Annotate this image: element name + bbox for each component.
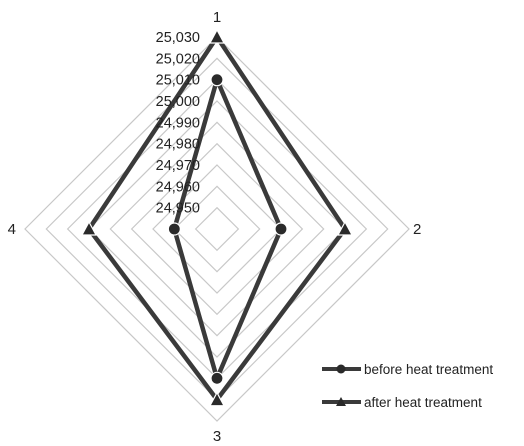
- category-label: 1: [213, 9, 221, 26]
- radial-tick-labels: 24,950 24,960 24,970 24,980 24,990 25,000 25,0…: [156, 30, 200, 217]
- radial-tick-label: 25,000: [156, 94, 200, 110]
- radial-tick-label: 25,010: [156, 73, 200, 89]
- radial-tick-label: 25,030: [156, 30, 200, 46]
- legend: before heat treatment after heat treatmen…: [322, 362, 493, 410]
- grid-ring: [173, 185, 261, 273]
- radial-tick-label: 25,020: [156, 51, 200, 67]
- grid-ring: [130, 142, 304, 316]
- category-label: 2: [413, 221, 421, 238]
- grid-ring: [24, 36, 410, 422]
- radial-tick-label: 24,970: [156, 158, 200, 174]
- category-label: 4: [8, 221, 16, 238]
- grid-ring: [88, 100, 346, 358]
- grid-ring: [45, 57, 389, 401]
- data-point-before: [167, 222, 181, 236]
- legend-marker-triangle: [336, 397, 346, 406]
- legend-label: before heat treatment: [364, 362, 493, 377]
- grid-ring: [194, 206, 240, 252]
- data-point-before: [210, 371, 224, 385]
- grid-ring: [66, 78, 368, 380]
- radial-tick-label: 24,980: [156, 137, 200, 153]
- radial-tick-label: 24,960: [156, 179, 200, 195]
- data-point-after: [208, 28, 226, 44]
- radar-grid: [24, 36, 410, 422]
- category-label: 3: [213, 428, 221, 445]
- data-point-before: [210, 73, 224, 87]
- data-point-before: [274, 222, 288, 236]
- radar-series: [80, 28, 354, 407]
- series-line-2: [86, 32, 348, 404]
- radial-tick-label: 24,950: [156, 201, 200, 217]
- data-point-after: [336, 220, 354, 236]
- grid-ring: [152, 164, 282, 294]
- data-point-after: [208, 391, 226, 407]
- radial-tick-label: 24,990: [156, 115, 200, 131]
- legend-label: after heat treatment: [364, 395, 482, 410]
- grid-ring: [109, 121, 325, 337]
- legend-marker-circle: [336, 364, 346, 374]
- data-point-after: [80, 220, 98, 236]
- category-labels: 1 2 3 4: [8, 9, 422, 445]
